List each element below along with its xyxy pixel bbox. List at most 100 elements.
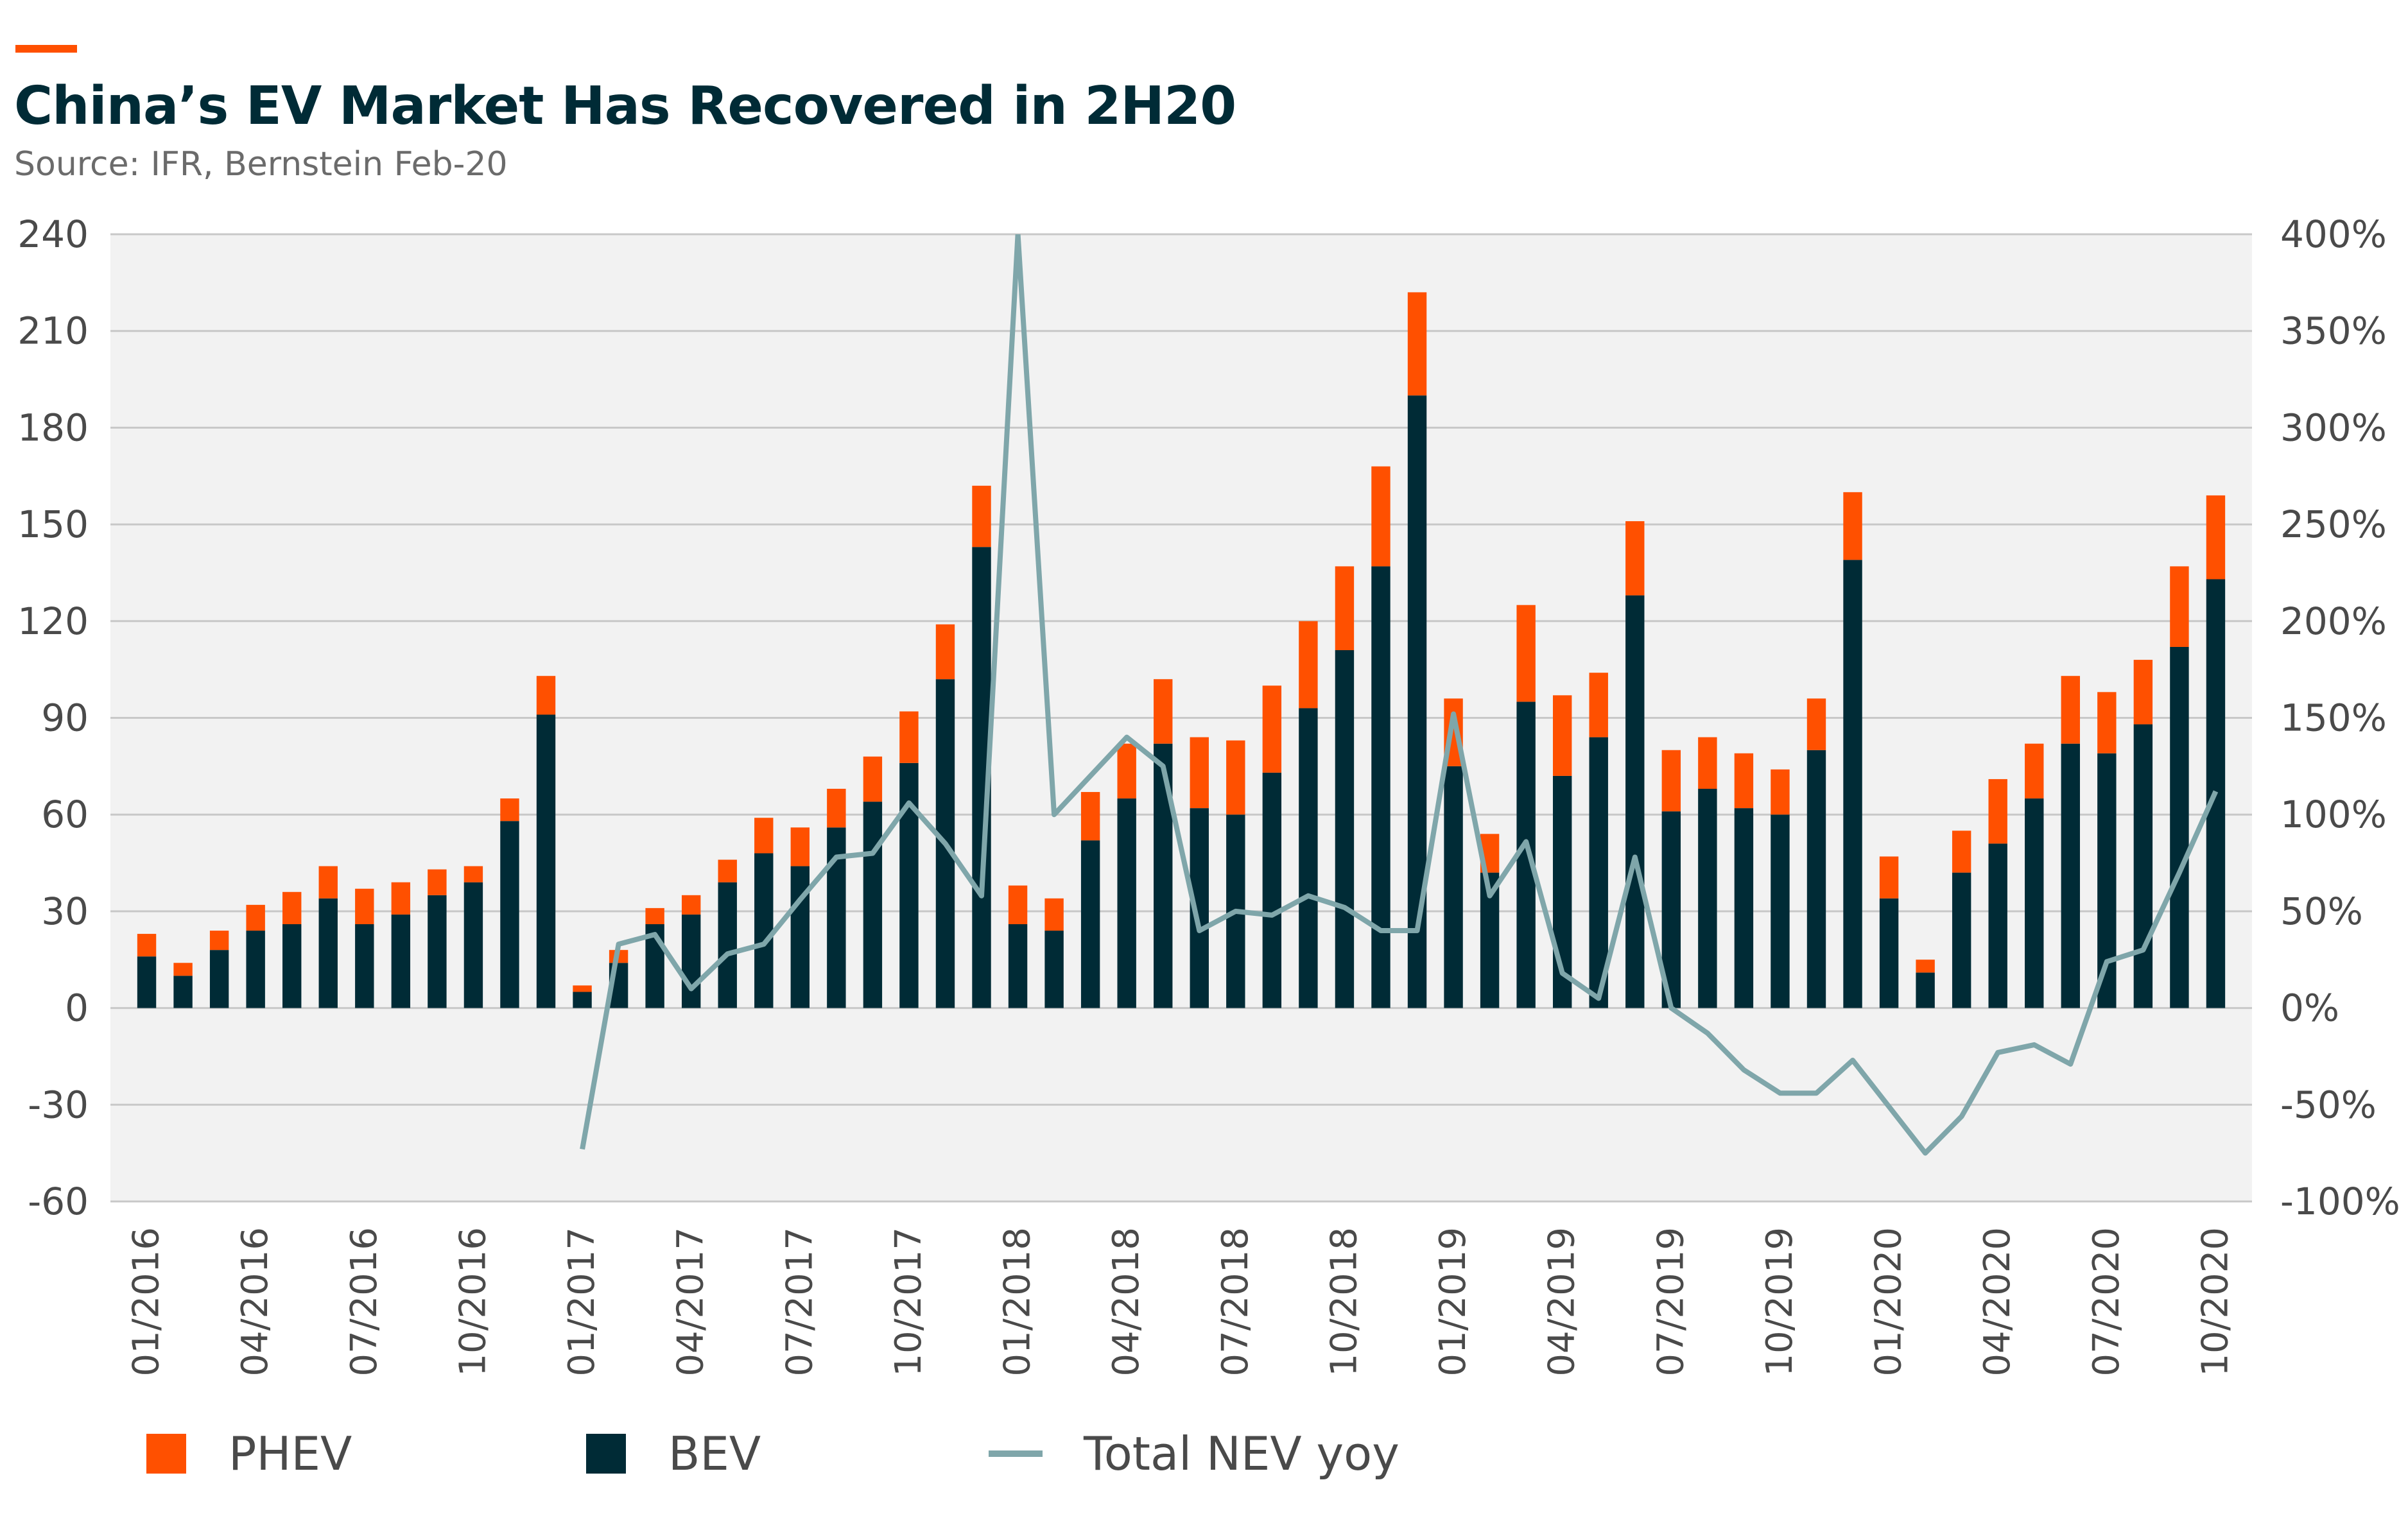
bev-bar [1008,924,1028,1008]
bev-bar [1952,872,1971,1008]
y2-tick-label: 350% [2280,309,2387,353]
phev-bar [1154,679,1173,744]
x-tick-label: 10/2020 [2194,1227,2236,1377]
y-tick-label: 240 [17,212,89,256]
y-tick-label: 180 [17,406,89,449]
legend: PHEV BEV Total NEV yoy [0,1418,2408,1489]
phev-swatch [146,1434,186,1474]
bev-bar [1806,750,1826,1008]
yoy-line-swatch [989,1450,1043,1457]
bev-bar [1843,560,1862,1008]
x-tick-label: 07/2018 [1215,1227,1256,1377]
phev-bar [645,908,664,924]
phev-bar [1771,769,1790,815]
phev-bar [827,789,846,828]
legend-item-bev: BEV [586,1418,761,1489]
x-tick-label: 07/2020 [2086,1227,2127,1377]
bev-bar [863,802,883,1008]
bev-bar [899,762,919,1008]
phev-bar [2206,495,2226,580]
bev-bar [2025,798,2044,1008]
phev-bar [718,859,737,882]
x-tick-label: 04/2018 [1105,1227,1147,1377]
x-axis: 01/2016 04/2016 07/2016 10/2016 01/2017 04/20… [126,1227,2237,1377]
phev-bar [681,895,701,915]
bev-bar [718,882,737,1008]
phev-bar [209,931,229,951]
x-tick-label: 07/2016 [343,1227,385,1377]
phev-bar [1262,685,1282,773]
x-tick-label: 10/2019 [1759,1227,1801,1377]
phev-bar [1952,830,1971,873]
x-tick-label: 01/2018 [997,1227,1039,1377]
bev-bar [1044,931,1064,1008]
phev-bar [1407,292,1427,396]
x-tick-label: 04/2020 [1977,1227,2018,1377]
phev-bar [573,985,592,992]
bev-bar [1625,595,1645,1008]
bev-bar [1698,789,1717,1008]
y-axis-right: -100% -50% 0% 50% 100% 150% 200% 250% 300% 350% 40… [2280,212,2400,1223]
phev-bar [935,624,955,680]
y2-tick-label: -50% [2280,1083,2377,1126]
x-tick-label: 10/2016 [452,1227,494,1377]
phev-bar [2170,566,2189,647]
y2-tick-label: 100% [2280,793,2387,836]
bev-bar [1444,766,1463,1008]
bev-bar [1988,843,2007,1008]
y2-tick-label: 200% [2280,599,2387,643]
bev-bar [137,956,157,1008]
phev-bar [2133,660,2153,725]
phev-bar [1734,753,1754,809]
phev-bar [1117,743,1136,799]
bev-bar [1335,650,1355,1008]
bev-bar [282,924,302,1008]
y-tick-label: 0 [65,986,89,1030]
phev-bar [463,866,483,882]
phev-bar [1698,737,1717,789]
bev-bar [1771,814,1790,1008]
yoy-line-series [580,234,2219,1156]
phev-bar [1916,959,1935,973]
phev-bar [2061,676,2080,744]
y-tick-label: -30 [28,1083,89,1126]
bev-swatch [586,1434,626,1474]
phev-bar [428,869,447,895]
phev-bar [1988,779,2007,844]
bev-bar [2097,753,2117,1008]
phev-bar [1008,885,1028,924]
bev-bar [681,914,701,1008]
y-tick-label: 30 [41,890,89,933]
phev-bar [1335,566,1355,651]
bev-bar [1879,898,1899,1008]
legend-label-yoy: Total NEV yoy [1084,1427,1399,1481]
phev-bar [1080,792,1100,841]
phev-bar [1044,898,1064,931]
bev-bar [754,853,774,1008]
phev-bar [536,676,556,715]
y-tick-label: -60 [28,1180,89,1223]
bev-bar [790,866,810,1008]
bev-bar [1734,808,1754,1008]
bev-bar [209,950,229,1008]
bev-bar [1916,972,1935,1008]
bev-bar [2061,743,2080,1008]
chart-source: Source: IFR, Bernstein Feb-20 [14,145,508,184]
legend-label-phev: PHEV [229,1427,352,1481]
y2-tick-label: 150% [2280,696,2387,740]
x-tick-label: 04/2017 [670,1227,712,1377]
phev-bar [391,882,411,915]
bev-bar [500,821,519,1008]
bar-series [137,292,2226,1008]
phev-bar [246,904,265,931]
x-tick-label: 10/2017 [888,1227,930,1377]
x-tick-label: 07/2019 [1650,1227,1692,1377]
legend-label-bev: BEV [668,1427,761,1481]
x-tick-label: 04/2019 [1541,1227,1583,1377]
phev-bar [1371,466,1390,567]
ev-sales-chart: -60 -30 0 30 60 90 120 150 180 210 240 -100% -50% 0%… [17,212,2400,1377]
phev-bar [1879,856,1899,899]
phev-bar [790,827,810,866]
phev-bar [972,485,991,547]
yoy-line [580,234,2219,1156]
